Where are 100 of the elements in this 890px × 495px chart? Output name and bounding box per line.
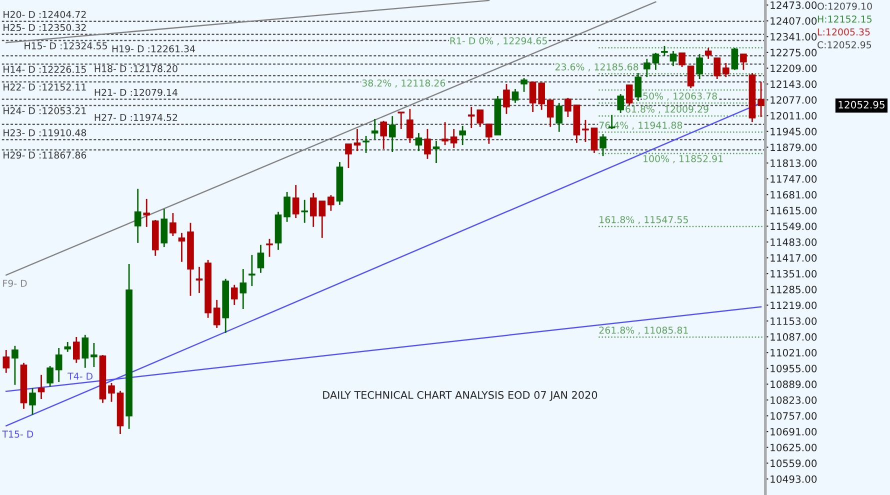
ref-line-label: H15- D :12324.55 [24,42,107,50]
y-tick-label: 11219.00 [770,302,817,310]
candlestick [12,345,18,386]
candlestick [388,115,396,153]
candlestick [520,77,528,93]
y-tick-label: 12209.00 [770,64,817,72]
y-tick-label: 10691.00 [770,428,817,436]
candlestick [704,47,712,60]
candlestick [266,238,273,258]
series-label: T4- D [68,372,93,380]
candlestick [46,365,54,388]
ref-line-label: H23- D :11910.48 [4,129,86,136]
candlestick [661,45,668,57]
ref-line-label: H19- D :12261.34 [112,45,196,52]
y-tick-label: 11879.00 [770,144,817,152]
candlestick [362,135,370,154]
candlestick [512,88,519,104]
y-tick-label: 11681.00 [770,190,817,199]
candlestick [29,387,36,416]
y-tick-label: 11483.00 [770,238,817,246]
candlestick [196,266,203,294]
candlestick [328,194,334,212]
y-tick-label: 11021.00 [770,348,817,357]
candlestick [529,81,536,113]
y-tick-label: 12077.00 [770,96,817,104]
candlestick [345,143,352,169]
candlestick [2,349,10,374]
series-label: F9- D [3,280,27,287]
candlestick [143,198,150,228]
y-tick-label: 12407.00 [770,17,817,25]
y-tick-label: 10757.00 [770,412,817,420]
candlestick [301,199,308,224]
y-tick-label: 12143.00 [770,80,817,88]
candlestick [354,128,361,152]
candlestick [556,102,563,133]
candlestick [406,108,414,144]
candlestick [740,53,747,71]
candlestick [670,50,677,67]
y-tick-label: 11417.00 [770,254,817,262]
candlestick [652,52,660,71]
series-label: T15- D [2,430,34,438]
candlestick [108,382,115,403]
candlestick [722,62,730,78]
candlestick [678,52,686,68]
candlestick [371,118,378,140]
ref-line-label: H18- D :12178.20 [94,65,178,72]
candlestick [442,121,448,146]
candlestick [257,244,264,274]
candlestick [582,119,589,143]
candlestick [160,208,168,248]
candlestick [240,268,247,310]
ref-line-label: R1- D 0% , 12294.65 [450,37,547,46]
text: L:12005.35 [818,28,870,36]
candlestick [38,374,45,400]
y-tick-label: 11549.00 [770,222,817,230]
y-tick-label: 10493.00 [770,475,817,483]
y-tick-label: 12473.00 [770,1,817,9]
y-tick-label: 11747.00 [770,175,817,183]
y-tick-label: 10823.00 [770,396,817,404]
candlestick [564,97,572,118]
candlestick [72,336,80,364]
ref-line-label: 100% , 11852.91 [644,155,723,164]
candlestick [590,127,598,154]
y-tick-label: 12275.00 [770,48,817,56]
candlestick [459,125,466,146]
ref-line-label: 261.8% , 11085.81 [599,326,688,335]
candlestick [230,284,238,306]
ref-line-label: H27- D :11974.52 [94,114,178,122]
y-tick-label: 11351.00 [770,270,817,278]
y-tick-label: 10889.00 [770,380,817,388]
ref-line-label: H21- D :12079.14 [94,88,178,96]
ref-line-label: 23.6% , 12185.68 [555,63,638,72]
ref-line-label: 38.2% , 12118.26 [362,79,446,88]
y-tick-label: 10625.00 [770,444,817,452]
candlestick [626,84,633,106]
ref-line-label: 61.8% , 12009.29 [626,106,708,114]
candlestick [617,93,624,114]
ref-line-label: H29- D :11867.86 [4,152,86,159]
candlestick [687,65,694,89]
candlestick [292,184,300,219]
candlestick [380,120,387,150]
annotation: DAILY TECHNICAL CHART ANALYSIS EOD 07 JAN 2020 [323,391,598,401]
y-tick-label: 10955.00 [770,364,817,372]
y-tick-label: 11285.00 [770,286,817,294]
y-tick-label: 11813.00 [770,159,817,167]
candlestick [432,140,440,164]
candlestick [503,83,510,115]
candlestick [64,341,72,353]
candlestick [398,111,405,130]
y-tick-label: 10559.00 [770,460,817,468]
y-tick-label: 12011.00 [770,112,817,120]
candlestick [758,81,764,118]
y-tick-label: 12341.00 [770,33,817,41]
candlestick [714,57,721,80]
ref-line-label: H25- D :12350.32 [4,24,86,32]
ref-line-label: 50% , 12063.78 [643,92,717,101]
candlestick [424,128,431,160]
candlestick [248,254,256,287]
candlestick [600,133,606,157]
candlestick [284,191,290,223]
